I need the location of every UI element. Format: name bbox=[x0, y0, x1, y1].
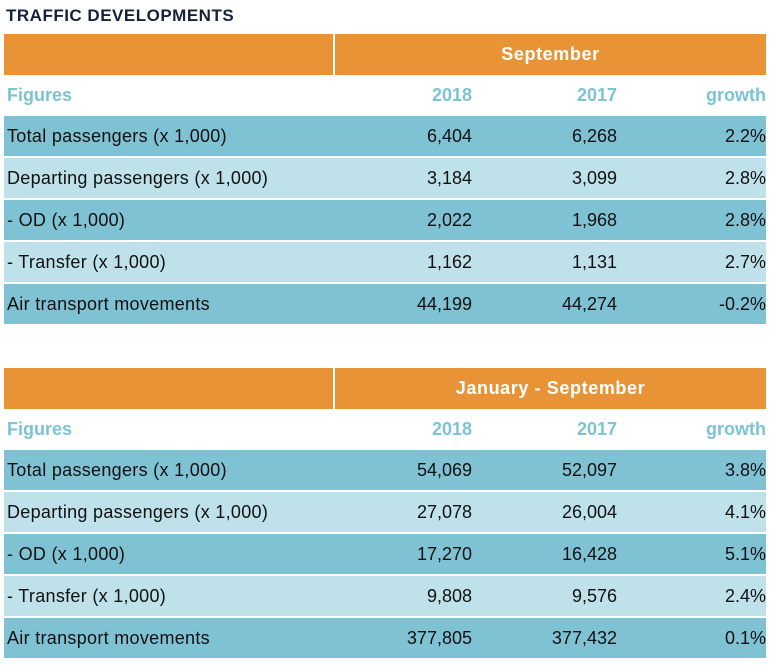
value-2018: 9,808 bbox=[426, 585, 472, 606]
value-2018: 6,404 bbox=[426, 125, 472, 146]
value-2018: 17,270 bbox=[416, 543, 472, 564]
column-header-row: Figures 2018 2017 growth bbox=[4, 409, 766, 450]
column-header-2018: 2018 bbox=[431, 419, 472, 439]
value-growth: 2.7% bbox=[724, 251, 766, 272]
period-header-row: January - September bbox=[4, 368, 766, 409]
row-label: - OD (x 1,000) bbox=[7, 543, 126, 564]
value-2018: 377,805 bbox=[406, 627, 472, 648]
value-2018: 44,199 bbox=[416, 293, 472, 314]
monthly-traffic-table: September Figures 2018 2017 growth Total… bbox=[4, 34, 766, 326]
row-label: Total passengers (x 1,000) bbox=[7, 459, 227, 480]
table-row: Air transport movements 44,199 44,274 -0… bbox=[4, 284, 766, 324]
value-growth: 3.8% bbox=[724, 459, 766, 480]
header-blank-cell bbox=[4, 368, 333, 409]
page-title: TRAFFIC DEVELOPMENTS bbox=[6, 6, 235, 25]
value-2017: 6,268 bbox=[571, 125, 617, 146]
row-label: Air transport movements bbox=[7, 627, 210, 648]
value-2018: 54,069 bbox=[416, 459, 472, 480]
table-row: - OD (x 1,000) 2,022 1,968 2.8% bbox=[4, 200, 766, 240]
table-row: - OD (x 1,000) 17,270 16,428 5.1% bbox=[4, 534, 766, 574]
value-2018: 3,184 bbox=[426, 167, 472, 188]
column-header-growth: growth bbox=[706, 419, 766, 439]
table-row: Departing passengers (x 1,000) 27,078 26… bbox=[4, 492, 766, 532]
value-2017: 377,432 bbox=[551, 627, 617, 648]
value-2018: 2,022 bbox=[426, 209, 472, 230]
value-2017: 3,099 bbox=[571, 167, 617, 188]
value-growth: 2.8% bbox=[724, 209, 766, 230]
row-label: Total passengers (x 1,000) bbox=[7, 125, 227, 146]
period-label: September bbox=[335, 34, 766, 75]
year-to-date-traffic-table: January - September Figures 2018 2017 gr… bbox=[4, 368, 766, 660]
table-row: Air transport movements 377,805 377,432 … bbox=[4, 618, 766, 658]
column-header-2018: 2018 bbox=[431, 85, 472, 105]
table-row: Total passengers (x 1,000) 54,069 52,097… bbox=[4, 450, 766, 490]
header-blank-cell bbox=[4, 34, 333, 75]
value-2017: 52,097 bbox=[561, 459, 617, 480]
column-header-2017: 2017 bbox=[576, 85, 617, 105]
row-label: Air transport movements bbox=[7, 293, 210, 314]
row-label: - Transfer (x 1,000) bbox=[7, 585, 167, 606]
value-2017: 44,274 bbox=[561, 293, 617, 314]
row-label: - Transfer (x 1,000) bbox=[7, 251, 167, 272]
value-growth: 5.1% bbox=[724, 543, 766, 564]
column-header-figures: Figures bbox=[7, 85, 73, 105]
row-label: - OD (x 1,000) bbox=[7, 209, 126, 230]
period-label: January - September bbox=[335, 368, 766, 409]
value-growth: 4.1% bbox=[724, 501, 766, 522]
column-header-figures: Figures bbox=[7, 419, 73, 439]
column-header-2017: 2017 bbox=[576, 419, 617, 439]
value-2017: 1,968 bbox=[571, 209, 617, 230]
table-row: - Transfer (x 1,000) 9,808 9,576 2.4% bbox=[4, 576, 766, 616]
value-growth: 2.4% bbox=[724, 585, 766, 606]
column-header-row: Figures 2018 2017 growth bbox=[4, 75, 766, 116]
value-2018: 27,078 bbox=[416, 501, 472, 522]
value-2017: 1,131 bbox=[571, 251, 617, 272]
table-row: - Transfer (x 1,000) 1,162 1,131 2.7% bbox=[4, 242, 766, 282]
row-label: Departing passengers (x 1,000) bbox=[7, 501, 269, 522]
table-row: Departing passengers (x 1,000) 3,184 3,0… bbox=[4, 158, 766, 198]
row-label: Departing passengers (x 1,000) bbox=[7, 167, 269, 188]
value-2018: 1,162 bbox=[426, 251, 472, 272]
value-2017: 26,004 bbox=[561, 501, 617, 522]
value-growth: -0.2% bbox=[718, 293, 766, 314]
value-growth: 0.1% bbox=[724, 627, 766, 648]
value-2017: 9,576 bbox=[571, 585, 617, 606]
value-growth: 2.8% bbox=[724, 167, 766, 188]
column-header-growth: growth bbox=[706, 85, 766, 105]
period-header-row: September bbox=[4, 34, 766, 75]
value-growth: 2.2% bbox=[724, 125, 766, 146]
table-row: Total passengers (x 1,000) 6,404 6,268 2… bbox=[4, 116, 766, 156]
value-2017: 16,428 bbox=[561, 543, 617, 564]
